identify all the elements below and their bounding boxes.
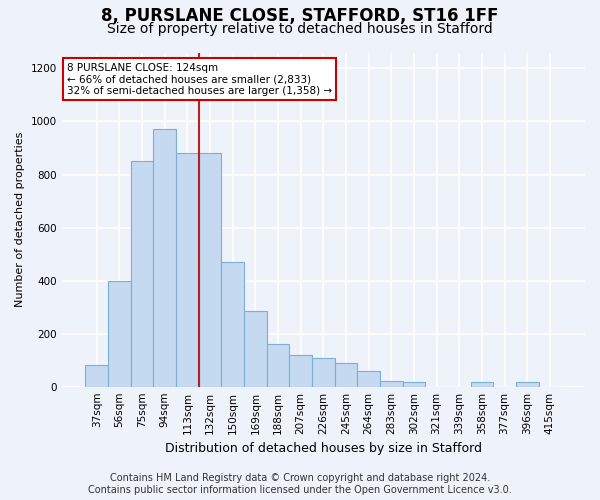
- X-axis label: Distribution of detached houses by size in Stafford: Distribution of detached houses by size …: [165, 442, 482, 455]
- Bar: [176, 154, 199, 386]
- Bar: [289, 355, 312, 386]
- Bar: [266, 344, 289, 387]
- Bar: [358, 371, 380, 386]
- Bar: [154, 130, 176, 386]
- Bar: [470, 382, 493, 386]
- Bar: [312, 358, 335, 386]
- Bar: [335, 363, 358, 386]
- Bar: [199, 154, 221, 386]
- Text: 8 PURSLANE CLOSE: 124sqm
← 66% of detached houses are smaller (2,833)
32% of sem: 8 PURSLANE CLOSE: 124sqm ← 66% of detach…: [67, 62, 332, 96]
- Y-axis label: Number of detached properties: Number of detached properties: [15, 132, 25, 308]
- Text: Contains HM Land Registry data © Crown copyright and database right 2024.
Contai: Contains HM Land Registry data © Crown c…: [88, 474, 512, 495]
- Bar: [403, 382, 425, 386]
- Bar: [108, 280, 131, 386]
- Bar: [380, 382, 403, 386]
- Bar: [244, 311, 266, 386]
- Bar: [85, 366, 108, 386]
- Bar: [516, 382, 539, 386]
- Bar: [221, 262, 244, 386]
- Text: 8, PURSLANE CLOSE, STAFFORD, ST16 1FF: 8, PURSLANE CLOSE, STAFFORD, ST16 1FF: [101, 8, 499, 26]
- Text: Size of property relative to detached houses in Stafford: Size of property relative to detached ho…: [107, 22, 493, 36]
- Bar: [131, 161, 154, 386]
